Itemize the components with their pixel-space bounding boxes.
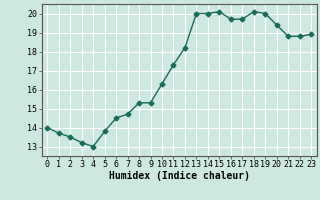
X-axis label: Humidex (Indice chaleur): Humidex (Indice chaleur) bbox=[109, 171, 250, 181]
